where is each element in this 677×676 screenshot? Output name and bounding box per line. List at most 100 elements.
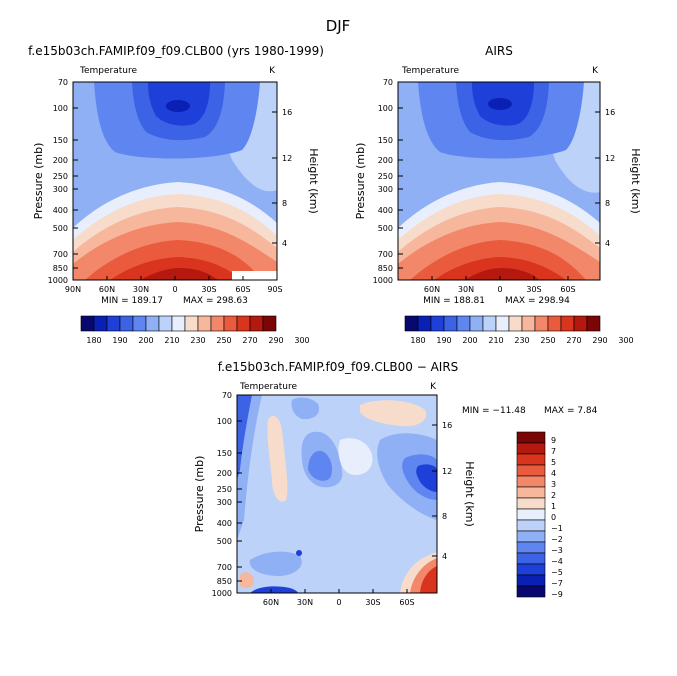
y-tick-label: 70 xyxy=(383,78,393,87)
y-tick-label: 250 xyxy=(53,172,68,181)
y2-tick-label: 12 xyxy=(282,154,292,163)
colorbar-label: 180 xyxy=(86,336,101,345)
panel-airs-ticks xyxy=(398,81,600,280)
y-tick-label: 200 xyxy=(378,156,393,165)
colorbar-swatch xyxy=(145,315,160,332)
y2-tick-label: 4 xyxy=(605,239,610,248)
panel-diff-neg-dot xyxy=(296,550,302,556)
x-tick-label: 60N xyxy=(424,285,440,294)
panel-airs-title: AIRS xyxy=(485,44,513,58)
panel-diff-pos-mid xyxy=(338,438,373,476)
panel-model-band-11 xyxy=(140,268,218,280)
panel-model-title: f.e15b03ch.FAMIP.f09_f09.CLB00 (yrs 1980… xyxy=(28,44,324,58)
colorbar-label: 7 xyxy=(551,447,556,456)
panel-airs-core xyxy=(488,98,512,110)
panel-diff-ylabel: Pressure (mb) xyxy=(193,456,206,533)
colorbar-label: 200 xyxy=(138,336,153,345)
colorbar-swatch xyxy=(516,442,546,455)
y2-tick-label: 8 xyxy=(282,199,287,208)
colorbar-swatch xyxy=(560,315,575,332)
colorbar-label: −1 xyxy=(551,524,563,533)
y-tick-label: 200 xyxy=(53,156,68,165)
colorbar-swatch xyxy=(516,453,546,466)
colorbar-swatch xyxy=(158,315,173,332)
y-tick-label: 850 xyxy=(378,264,393,273)
colorbar-label: 210 xyxy=(488,336,503,345)
colorbar-swatch xyxy=(210,315,225,332)
y2-tick-label: 4 xyxy=(442,552,447,561)
colorbar-label: 230 xyxy=(190,336,205,345)
colorbar-label: 5 xyxy=(551,458,556,467)
panel-airs-ylabel: Pressure (mb) xyxy=(354,143,367,220)
panel-diff-min: MIN = −11.48 xyxy=(462,406,526,416)
panel-airs-y2-ticklabels: 16 12 8 4 xyxy=(605,108,615,248)
y-tick-label: 70 xyxy=(58,78,68,87)
y-tick-label: 300 xyxy=(378,185,393,194)
y-tick-label: 400 xyxy=(53,206,68,215)
colorbar-label: 200 xyxy=(462,336,477,345)
colorbar-label: 190 xyxy=(112,336,127,345)
x-tick-label: 30S xyxy=(526,285,541,294)
colorbar-label: 0 xyxy=(551,513,556,522)
panel-model: f.e15b03ch.FAMIP.f09_f09.CLB00 (yrs 1980… xyxy=(28,44,324,345)
colorbar-swatch xyxy=(516,563,546,576)
colorbar-swatch xyxy=(516,497,546,510)
colorbar-swatch xyxy=(80,315,95,332)
colorbar-swatch xyxy=(495,315,510,332)
panel-diff-y-ticklabels: 70 100 150 200 250 300 400 500 700 850 1… xyxy=(212,391,232,598)
panel-model-colorbar-labels: 180 190 200 210 230 250 270 290 300 xyxy=(86,336,309,345)
panel-diff-pos-left xyxy=(267,415,288,502)
y-tick-label: 100 xyxy=(53,104,68,113)
panel-diff-x-ticklabels: 60N 30N 0 30S 60S xyxy=(263,598,415,607)
colorbar-swatch xyxy=(534,315,549,332)
panel-diff-frame xyxy=(236,394,438,594)
panel-diff-pos-upper-right xyxy=(360,400,427,427)
panel-model-field xyxy=(73,82,277,280)
colorbar-label: 250 xyxy=(540,336,555,345)
colorbar-swatch xyxy=(456,315,471,332)
panel-model-topography xyxy=(232,271,277,280)
panel-model-x-ticklabels: 90N 60N 30N 0 30S 60S 90S xyxy=(65,285,283,294)
panel-airs: AIRS Temperature K xyxy=(354,44,642,345)
panel-diff-title: f.e15b03ch.FAMIP.f09_f09.CLB00 − AIRS xyxy=(218,360,459,374)
panel-diff-neg-left-core xyxy=(237,395,252,480)
panel-airs-y2label: Height (km) xyxy=(629,148,642,214)
colorbar-label: 270 xyxy=(566,336,581,345)
colorbar-swatch xyxy=(197,315,212,332)
colorbar-swatch xyxy=(516,552,546,565)
panel-diff-neg-mid-core xyxy=(308,450,332,481)
y-tick-label: 700 xyxy=(217,563,232,572)
x-tick-label: 60N xyxy=(99,285,115,294)
colorbar-swatch xyxy=(469,315,484,332)
panel-model-colorbar xyxy=(80,315,277,332)
colorbar-swatch xyxy=(516,530,546,543)
panel-model-max: MAX = 298.63 xyxy=(183,296,248,306)
colorbar-label: 9 xyxy=(551,436,556,445)
panel-diff-colorbar-labels: 9 7 5 4 3 2 1 0 −1 −2 −3 −4 −5 −7 −9 xyxy=(551,436,563,599)
x-tick-label: 60S xyxy=(560,285,575,294)
x-tick-label: 0 xyxy=(497,285,502,294)
x-tick-label: 0 xyxy=(172,285,177,294)
x-tick-label: 30S xyxy=(365,598,380,607)
y-tick-label: 1000 xyxy=(373,276,393,285)
panel-airs-band-11 xyxy=(464,268,540,280)
panel-model-y2label: Height (km) xyxy=(307,148,320,214)
colorbar-swatch xyxy=(119,315,134,332)
colorbar-swatch xyxy=(516,541,546,554)
x-tick-label: 60S xyxy=(399,598,414,607)
colorbar-swatch xyxy=(236,315,251,332)
panel-diff-pos-lowright-2 xyxy=(420,566,437,593)
y-tick-label: 200 xyxy=(217,469,232,478)
panel-diff-pos-lowleft xyxy=(240,572,254,588)
colorbar-swatch xyxy=(417,315,432,332)
y-tick-label: 250 xyxy=(378,172,393,181)
colorbar-swatch xyxy=(516,464,546,477)
panel-airs-colorbar-labels: 180 190 200 210 230 250 270 290 300 xyxy=(410,336,633,345)
panel-model-min: MIN = 189.17 xyxy=(101,296,163,306)
y-tick-label: 1000 xyxy=(212,589,232,598)
panel-diff-colorbar xyxy=(516,431,546,598)
colorbar-label: 270 xyxy=(242,336,257,345)
panel-diff-neg-low xyxy=(249,551,302,576)
x-tick-label: 30N xyxy=(297,598,313,607)
